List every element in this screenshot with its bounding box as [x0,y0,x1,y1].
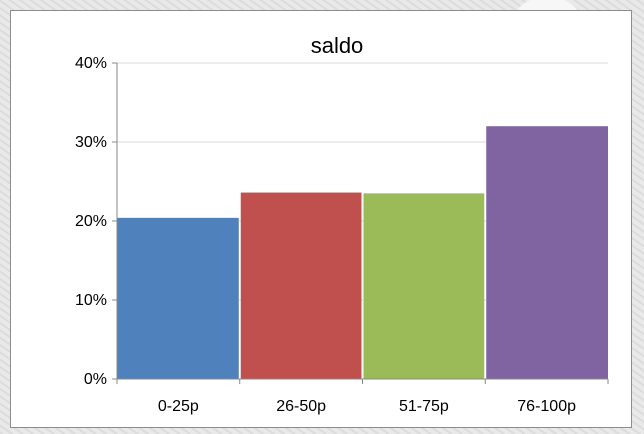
y-tick-label: 20% [75,213,107,230]
bars [117,126,608,379]
y-tick-label: 10% [75,292,107,309]
x-tick-label: 26-50p [276,398,326,415]
bar-26-50p [241,193,362,379]
bar-76-100p [486,126,608,379]
chart-title: saldo [311,33,364,58]
bar-chart: saldo 0% 10% 20% 30% 40% 0-25p 26-50p 51-75p 76-… [11,11,631,427]
x-tick-label: 76-100p [517,398,576,415]
y-tick-label: 0% [84,371,107,388]
y-tick-label: 40% [75,55,107,72]
chart-container: saldo 0% 10% 20% 30% 40% 0-25p 26-50p 51-75p 76-… [10,10,632,428]
bar-51-75p [364,193,485,379]
x-tick-label: 51-75p [399,398,449,415]
bar-0-25p [117,218,239,379]
y-tick-label: 30% [75,134,107,151]
x-tick-label: 0-25p [158,398,199,415]
